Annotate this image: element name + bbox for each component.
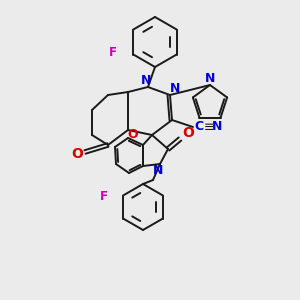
Text: C: C: [194, 121, 204, 134]
Text: F: F: [109, 46, 117, 59]
Text: N: N: [153, 164, 163, 178]
Text: O: O: [128, 128, 138, 142]
Text: O: O: [71, 147, 83, 161]
Text: N: N: [141, 74, 151, 86]
Text: O: O: [182, 126, 194, 140]
Text: F: F: [100, 190, 108, 203]
Text: N: N: [205, 73, 215, 85]
Text: N: N: [212, 121, 222, 134]
Text: N: N: [170, 82, 180, 95]
Text: ≡: ≡: [204, 121, 214, 134]
